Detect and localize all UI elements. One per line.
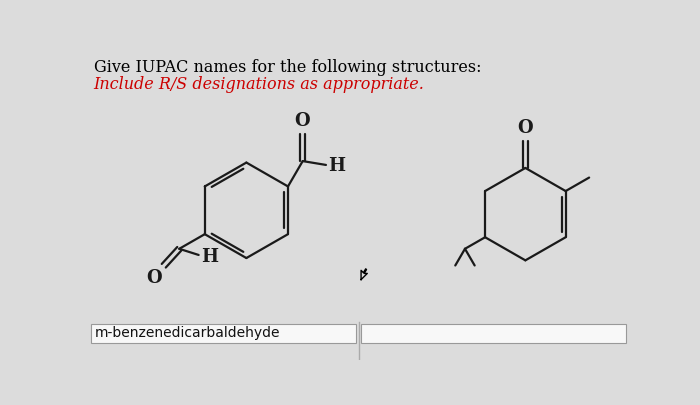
Text: H: H <box>201 247 218 266</box>
Text: Give IUPAC names for the following structures:: Give IUPAC names for the following struc… <box>94 60 481 77</box>
Text: O: O <box>517 119 533 137</box>
Text: H: H <box>328 157 345 175</box>
Text: Include R/S designations as appropriate.: Include R/S designations as appropriate. <box>94 76 425 93</box>
FancyBboxPatch shape <box>361 324 626 343</box>
Text: m-benzenedicarbaldehyde: m-benzenedicarbaldehyde <box>95 326 281 341</box>
FancyBboxPatch shape <box>92 324 356 343</box>
Text: O: O <box>294 111 310 130</box>
Text: O: O <box>146 269 162 287</box>
